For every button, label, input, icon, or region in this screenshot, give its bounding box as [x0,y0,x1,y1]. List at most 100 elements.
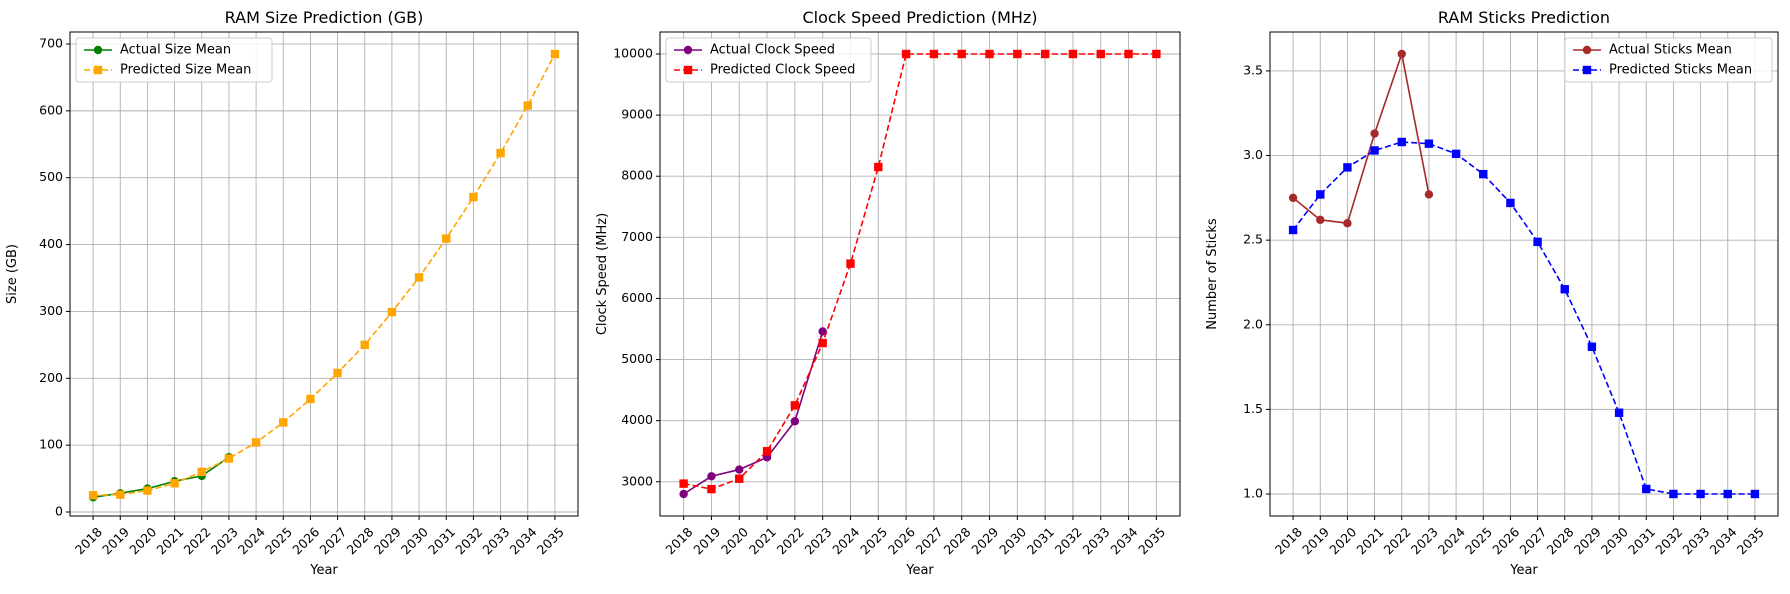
chart-1-xtick-label-2019: 2019 [99,524,132,557]
chart-2-title: Clock Speed Prediction (MHz) [802,8,1037,27]
chart-3-title: RAM Sticks Prediction [1438,8,1610,27]
chart-3-xtick-label-2032: 2032 [1652,524,1685,557]
chart-3-legend: Actual Sticks Mean Predicted Sticks Mean [1564,37,1773,83]
chart-2-series-2-point-2035 [1152,49,1161,59]
chart-3-series-2-point-2029 [1587,342,1597,351]
chart-3-ytick-label-2: 2.0 [1243,316,1263,331]
chart-1-xtick-label-2027: 2027 [316,524,349,557]
chart-2-xtick-label-2028: 2028 [941,524,974,557]
chart-2-ytick-label-7: 10000 [613,46,653,61]
chart-3-xtick-label-2024: 2024 [1435,524,1468,557]
chart-1-xtick-label-2022: 2022 [181,524,214,557]
chart-3-xtick-label-2027: 2027 [1516,524,1549,557]
chart-3-grid [1270,32,1778,516]
chart-1-series-2-point-2031 [442,234,451,243]
chart-1-series-2 [88,49,560,500]
chart-1-xtick-label-2033: 2033 [479,524,512,557]
chart-2-legend-label-1: Actual Clock Speed [710,43,835,58]
chart-3-series-2-point-2034 [1723,489,1732,499]
chart-3-series-1-point-2022 [1397,49,1406,59]
chart-1-xtick-label-2031: 2031 [425,524,458,557]
chart-3-xtick-label-2023: 2023 [1408,524,1441,557]
chart-3-series-2-line [1292,141,1755,495]
chart-2-series-1-point-2019 [707,472,716,481]
chart-2-series-2-point-2021 [762,447,772,456]
chart-1-series-2-point-2020 [143,486,152,495]
chart-3-ytick-label-1: 1.5 [1243,401,1263,416]
chart-2-xtick-label-2026: 2026 [885,524,918,557]
chart-2-series-2-point-2032 [1068,49,1078,59]
chart-3-series-2-point-2018 [1288,225,1298,235]
chart-3-ytick-label-4: 3.0 [1243,147,1263,162]
chart-1-series-2-point-2029 [387,307,397,317]
chart-1-ytick-label-0: 0 [55,503,63,518]
chart-2-series-2-point-2018 [679,479,688,488]
chart-3-xtick-label-2029: 2029 [1571,524,1604,557]
chart-2-xtick-label-2033: 2033 [1080,524,1113,557]
chart-1-series-2-point-2030 [414,273,424,282]
chart-1-title: RAM Size Prediction (GB) [225,8,424,27]
chart-2-xtick-label-2035: 2035 [1135,524,1168,557]
chart-2-series-1-line [683,331,824,495]
chart-2-xtick-label-2032: 2032 [1052,524,1085,557]
chart-1-grid [70,32,578,516]
chart-2-series-2-point-2028 [957,49,966,59]
chart-2-series-2-point-2020 [735,474,744,483]
chart-2-series-2-point-2029 [985,49,994,59]
chart-1-series-2-point-2023 [224,454,234,463]
chart-3-series-2-point-2032 [1669,489,1678,499]
chart-1-legend-label-2: Predicted Size Mean [120,63,251,78]
chart-2-series-1-point-2022 [790,417,800,426]
chart-2-series-2-point-2019 [707,484,716,494]
chart-2-series-2-point-2024 [846,259,855,268]
chart-1-xlabel: Year [309,563,338,578]
chart-1-series-2-point-2027 [333,368,342,378]
chart-2-ytick-label-2: 5000 [621,351,653,366]
chart-1-series-2-point-2033 [496,148,505,158]
chart-2-series-2-point-2027 [929,49,939,59]
chart-3-series-1 [1288,49,1434,228]
chart-3-xtick-label-2028: 2028 [1544,524,1577,557]
chart-3-series-2-point-2027 [1533,237,1542,247]
chart-1-xtick-label-2018: 2018 [72,524,105,557]
chart-3-xtick-label-2034: 2034 [1707,524,1740,557]
chart-2-series-1-point-2023 [818,327,827,336]
chart-3-series-2-point-2025 [1479,169,1488,179]
chart-2-series-2-point-2025 [874,162,883,172]
chart-2-series-2 [679,49,1161,494]
chart-3-series-2-point-2024 [1451,149,1461,159]
chart-3-series-1-point-2023 [1424,190,1434,199]
chart-2-ytick-label-0: 3000 [621,473,653,488]
chart-1-xtick-label-2025: 2025 [262,524,295,557]
chart-1-ylabel: Size (GB) [5,244,20,304]
chart-1-legend-box [75,37,273,83]
chart-3-xtick-label-2021: 2021 [1353,524,1386,557]
chart-2-series-2-point-2023 [818,338,827,348]
chart-1-xtick-label-2024: 2024 [235,524,268,557]
chart-2-xtick-label-2027: 2027 [913,524,946,557]
chart-1-legend-label-1: Actual Size Mean [120,43,231,58]
chart-1-xtick-label-2029: 2029 [371,524,404,557]
chart-1-series-2-point-2032 [469,192,478,202]
chart-3-series-2-point-2031 [1642,484,1651,494]
chart-3-xtick-label-2030: 2030 [1598,524,1631,557]
chart-3-ylabel: Number of Sticks [1205,218,1220,330]
chart-1-series-2-point-2019 [116,490,125,499]
chart-3-series-2-point-2021 [1370,146,1379,155]
chart-3-legend-label-2: Predicted Sticks Mean [1609,63,1752,78]
chart-2: 2018201920202021202220232024202520262027… [595,8,1181,578]
chart-2-xtick-label-2030: 2030 [996,524,1029,557]
chart-2-legend-label-2: Predicted Clock Speed [710,63,855,78]
chart-2-ytick-label-1: 4000 [621,412,653,427]
chart-1-xtick-label-2035: 2035 [534,524,567,557]
chart-3-legend-marker-2 [1582,65,1592,75]
chart-1-ytick-label-6: 600 [39,102,63,117]
chart-3-xtick-label-2019: 2019 [1299,524,1332,557]
chart-3-legend-label-1: Actual Sticks Mean [1609,43,1732,58]
chart-3-series-1-point-2021 [1370,129,1379,138]
chart-3-series-2 [1288,137,1760,499]
chart-2-ytick-label-4: 7000 [621,229,653,244]
chart-1-series-2-point-2026 [306,394,315,404]
chart-1-xtick-label-2030: 2030 [398,524,431,557]
chart-3-series-2-point-2030 [1614,408,1624,417]
